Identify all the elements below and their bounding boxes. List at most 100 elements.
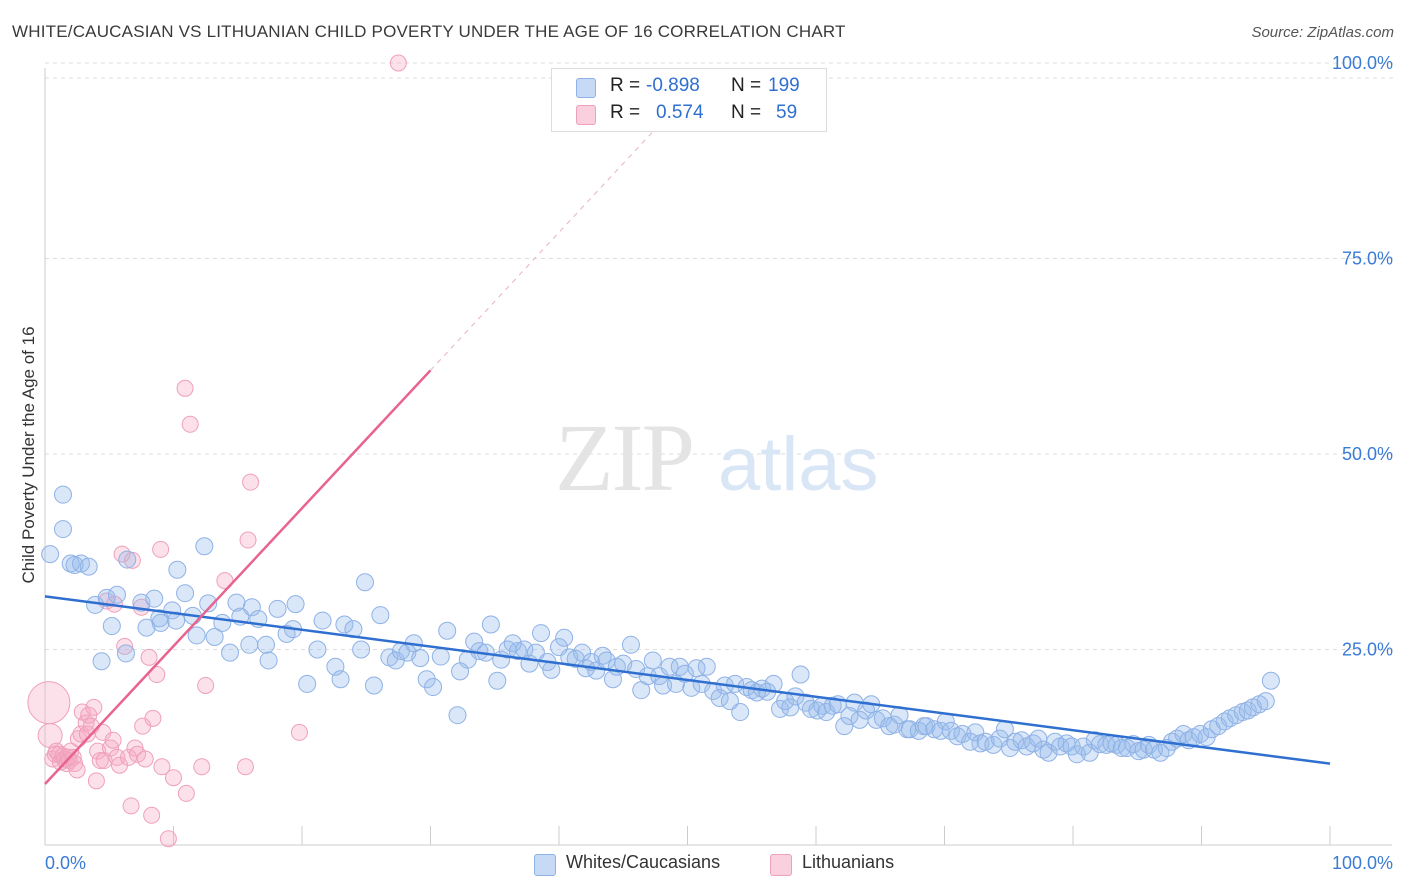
white-point [298,674,317,693]
white-point [97,588,116,607]
white-point [801,699,820,718]
white-point [176,584,195,603]
n-label: N = [731,102,762,123]
white-point [1215,712,1234,731]
y-axis-label: Child Poverty Under the Age of 16 [19,326,38,583]
white-point [205,627,224,646]
lithuanians-points [27,54,407,848]
lithuanian-point [104,731,122,749]
white-point [966,723,985,742]
lithuanian-point [144,709,162,727]
white-point [1151,743,1170,762]
watermark-zip: ZIP [555,404,693,511]
lithuanian-point [85,698,103,716]
lithuanian-point [239,531,257,549]
white-point [424,678,443,697]
n-value: 199 [768,75,800,96]
white-point [1039,743,1058,762]
white-point [268,599,287,618]
whites-trendline [44,595,1331,765]
stats-legend: R = -0.898 N = 199 R = 0.574 N = 59 [551,68,827,132]
white-point [731,703,750,722]
white-point [508,642,527,661]
whites-points [41,485,1280,764]
white-point [835,717,854,736]
white-point [660,657,679,676]
lithuanian-point [197,676,215,694]
lithuanian-point [148,666,166,684]
whites-legend-label: Whites/Caucasians [566,852,721,872]
white-point [257,635,276,654]
white-point [331,670,350,689]
white-point [1238,701,1257,720]
lithuanian-point [177,784,195,802]
white-point [371,606,390,625]
trendlines [44,121,1331,785]
lithuanian-point [113,545,131,563]
white-point [643,651,662,670]
lithuanian-point [153,758,171,776]
lithuanian-point [27,681,71,725]
lithuanian-point [152,540,170,558]
white-point [532,624,551,643]
lithuanian-point [159,830,177,848]
white-point [195,537,214,556]
lithuanian-point [176,379,194,397]
r-label: R = [610,75,641,96]
source-label: Source: ZipAtlas.com [1251,24,1394,41]
white-point [187,626,206,645]
y-tick-label: 25.0% [1342,640,1393,660]
r-label: R = [610,102,641,123]
white-point [448,706,467,725]
lithuanian-point [389,54,407,72]
whites-swatch [576,78,596,98]
white-point [277,624,296,643]
white-point [352,640,371,659]
white-point [720,692,739,711]
white-point [1261,671,1280,690]
white-point [335,615,354,634]
white-point [53,520,72,539]
lithuanian-point [193,758,211,776]
white-point [118,550,137,569]
axes: 25.0% 50.0% 75.0% 100.0% 0.0% 100.0% [44,53,1393,873]
white-point [931,721,950,740]
lithuanians-trendline-extension [430,121,663,371]
x-tick-label: 0.0% [45,853,86,873]
white-point [151,613,170,632]
whites-legend-swatch [534,854,556,876]
white-point [221,643,240,662]
lithuanian-point [91,752,109,770]
white-point [481,615,500,634]
white-point [167,611,186,630]
white-point [79,557,98,576]
lithuanian-point [68,761,86,779]
lithuanian-point [136,750,154,768]
white-point [213,613,232,632]
n-label: N = [731,75,762,96]
white-point [411,649,430,668]
white-point [313,611,332,630]
white-point [242,598,261,617]
white-point [137,618,156,637]
white-point [697,657,716,676]
lithuanian-point [140,648,158,666]
white-point [116,644,135,663]
white-point [41,545,60,564]
white-point [240,635,259,654]
y-tick-label: 75.0% [1342,249,1393,269]
r-value: 0.574 [656,102,704,123]
white-point [199,594,218,613]
white-point [364,676,383,695]
white-point [286,595,305,614]
white-point [621,635,640,654]
lithuanians-swatch [576,105,596,125]
lithuanian-point [143,806,161,824]
white-point [102,617,121,636]
lithuanian-point [64,748,82,766]
white-point [840,706,859,725]
white-point [465,632,484,651]
white-point [431,647,450,666]
white-point [990,729,1009,748]
white-point [145,589,164,608]
